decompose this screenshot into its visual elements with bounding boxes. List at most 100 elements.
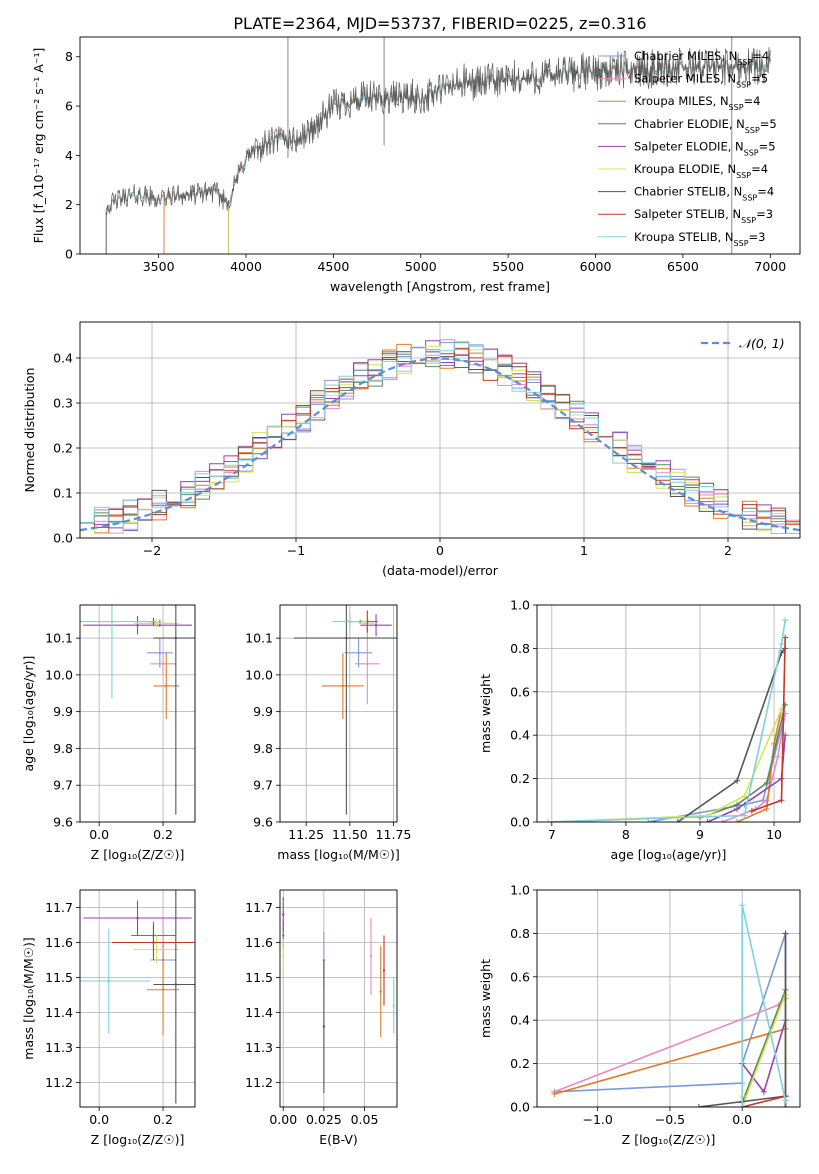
histogram-step bbox=[80, 342, 800, 534]
y-tick-label: 11.4 bbox=[45, 1005, 73, 1020]
x-tick-label: 8 bbox=[622, 827, 630, 842]
series-line bbox=[548, 620, 786, 822]
x-tick-label: 4500 bbox=[317, 259, 349, 274]
data-point bbox=[155, 622, 158, 625]
y-axis-label: age [log₁₀(age/yr)] bbox=[21, 656, 36, 772]
y-tick-label: 11.5 bbox=[245, 970, 273, 985]
y-axis-label: mass weight bbox=[478, 959, 493, 1038]
y-tick-label: 0 bbox=[65, 247, 73, 262]
y-tick-label: 0.4 bbox=[510, 1013, 530, 1028]
weight-z-lines bbox=[551, 902, 789, 1107]
x-tick-label: 6000 bbox=[580, 259, 612, 274]
y-axis-label: mass [log₁₀(M/M☉)] bbox=[21, 937, 36, 1059]
mass-ebv-points bbox=[282, 897, 395, 1093]
legend-label: Salpeter ELODIE, NSSP=5 bbox=[634, 139, 776, 157]
x-axis-label: wavelength [Angstrom, rest frame] bbox=[330, 279, 550, 294]
x-tick-label: 10 bbox=[766, 827, 782, 842]
data-point bbox=[107, 979, 110, 983]
x-axis-label: Z [log₁₀(Z/Z☉)] bbox=[91, 1132, 185, 1147]
data-point bbox=[282, 934, 285, 937]
x-tick-label: −1 bbox=[287, 543, 305, 558]
y-tick-label: 9.9 bbox=[253, 704, 273, 719]
y-tick-label: 9.9 bbox=[53, 704, 73, 719]
data-point bbox=[379, 990, 382, 993]
y-tick-label: 0.2 bbox=[510, 771, 530, 786]
age-mass-axes: 11.25 11.50 11.75 9.6 9.7 9.8 9.9 10.0 10.1 mass … bbox=[245, 605, 411, 862]
data-point bbox=[174, 983, 178, 986]
x-tick-label: 0.0 bbox=[89, 827, 109, 842]
x-tick-label: 0.05 bbox=[351, 1112, 379, 1127]
y-tick-label: 11.2 bbox=[245, 1075, 273, 1090]
page-title: PLATE=2364, MJD=53737, FIBERID=0225, z=0… bbox=[233, 14, 646, 33]
y-tick-label: 9.6 bbox=[53, 815, 73, 830]
data-point bbox=[357, 651, 360, 655]
y-tick-label: 1.0 bbox=[510, 598, 530, 613]
data-point bbox=[136, 624, 139, 627]
data-point bbox=[341, 684, 345, 688]
x-tick-label: 0 bbox=[436, 543, 444, 558]
y-tick-label: 0.3 bbox=[53, 396, 73, 411]
spectrum-axes: 3500 4000 4500 5000 5500 6000 6500 7000 0 2 4 6 8 wav… bbox=[31, 48, 786, 294]
weight-z-axes: −1.0 −0.5 0.0 0.0 0.2 0.4 0.6 0.8 1.0 Z [log₁₀(Z/… bbox=[478, 883, 800, 1147]
x-tick-label: 7000 bbox=[754, 259, 786, 274]
data-point bbox=[374, 624, 378, 627]
y-tick-label: 9.7 bbox=[253, 778, 273, 793]
y-tick-label: 11.5 bbox=[45, 970, 73, 985]
x-tick-label: 6500 bbox=[667, 259, 699, 274]
series-line bbox=[677, 647, 786, 822]
x-tick-label: 0.0 bbox=[732, 1112, 752, 1127]
y-tick-label: 11.3 bbox=[45, 1040, 73, 1055]
y-tick-label: 11.7 bbox=[45, 900, 73, 915]
data-point bbox=[348, 620, 352, 623]
x-tick-label: 0.00 bbox=[269, 1112, 297, 1127]
legend-label: Kroupa ELODIE, NSSP=4 bbox=[634, 162, 768, 180]
data-point bbox=[158, 651, 162, 655]
age-mass-points bbox=[293, 605, 397, 815]
y-tick-label: 0.2 bbox=[510, 1056, 530, 1071]
histogram-step bbox=[80, 343, 800, 534]
mass-z-points bbox=[80, 890, 195, 1104]
y-tick-label: 2 bbox=[65, 197, 73, 212]
spectrum-line bbox=[105, 47, 771, 254]
y-axis-label: Flux [f_λ10⁻¹⁷ erg cm⁻² s⁻¹ A⁻¹] bbox=[31, 48, 46, 244]
x-tick-label: −0.5 bbox=[655, 1112, 685, 1127]
data-point bbox=[322, 1025, 326, 1028]
x-tick-label: 11.75 bbox=[376, 827, 412, 842]
mass-z-frame bbox=[79, 889, 196, 1108]
legend-label: Salpeter MILES, NSSP=5 bbox=[634, 72, 768, 90]
y-tick-label: 0.2 bbox=[53, 441, 73, 456]
data-point bbox=[152, 941, 155, 944]
y-tick-label: 0.1 bbox=[53, 486, 73, 501]
y-axis-label: mass weight bbox=[478, 674, 493, 753]
x-axis-label: Z [log₁₀(Z/Z☉)] bbox=[622, 1132, 716, 1147]
histogram-step bbox=[80, 341, 800, 524]
x-tick-label: 0.2 bbox=[153, 827, 173, 842]
spectrum-legend: Chabrier MILES, NSSP=4 Salpeter MILES, NS… bbox=[598, 49, 777, 247]
mass-z-axes: 0.0 0.2 11.2 11.3 11.4 11.5 11.6 11.7 Z [log₁₀(Z… bbox=[21, 890, 195, 1147]
weight-age-frame bbox=[536, 604, 801, 823]
x-tick-label: −1.0 bbox=[583, 1112, 613, 1127]
y-axis-label: Normed distribution bbox=[22, 368, 37, 493]
data-point bbox=[174, 636, 178, 640]
x-tick-label: 0.2 bbox=[153, 1112, 173, 1127]
y-tick-label: 11.7 bbox=[245, 900, 273, 915]
data-point bbox=[136, 916, 139, 920]
x-tick-label: 2 bbox=[724, 543, 732, 558]
y-tick-label: 8 bbox=[65, 49, 73, 64]
x-tick-label: 0.0 bbox=[89, 1112, 109, 1127]
x-tick-label: 1 bbox=[580, 543, 588, 558]
residuals-frame bbox=[79, 321, 801, 539]
y-tick-label: 0.6 bbox=[510, 684, 530, 699]
age-z-frame bbox=[79, 604, 196, 823]
x-axis-label: mass [log₁₀(M/M☉)] bbox=[277, 847, 399, 862]
data-point bbox=[161, 988, 165, 991]
data-point bbox=[392, 1004, 395, 1007]
series-line bbox=[742, 1095, 786, 1107]
legend-label: Salpeter STELIB, NSSP=3 bbox=[634, 207, 773, 225]
y-tick-label: 0.4 bbox=[510, 728, 530, 743]
age-mass-frame bbox=[279, 604, 398, 823]
y-tick-label: 10.0 bbox=[245, 667, 273, 682]
histogram-series bbox=[80, 339, 800, 534]
gaussian-reference-line bbox=[80, 357, 800, 532]
data-point bbox=[165, 684, 168, 688]
